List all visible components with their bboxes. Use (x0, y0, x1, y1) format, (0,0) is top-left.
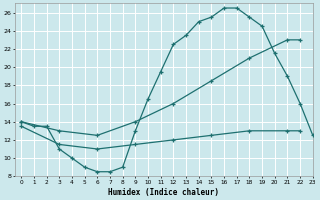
X-axis label: Humidex (Indice chaleur): Humidex (Indice chaleur) (108, 188, 220, 197)
